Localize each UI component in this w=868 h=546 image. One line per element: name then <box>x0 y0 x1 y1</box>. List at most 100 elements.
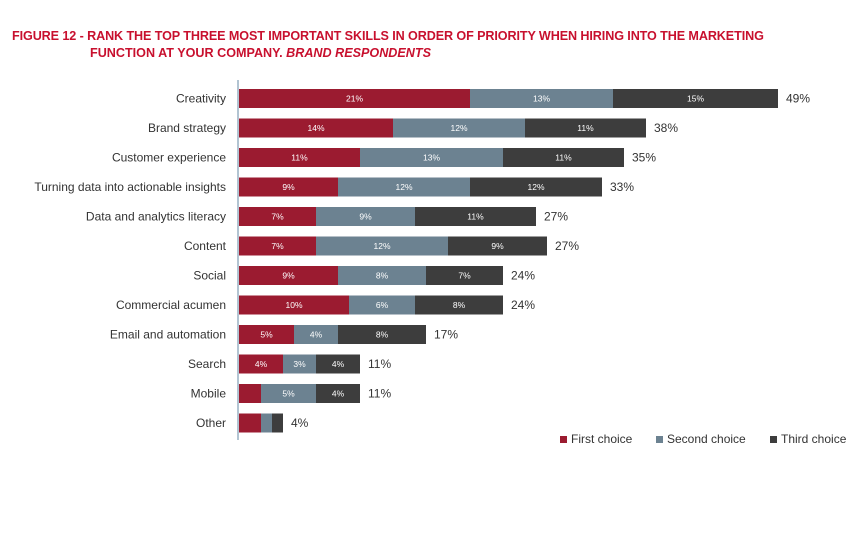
category-label: Commercial acumen <box>116 298 226 312</box>
bar-segment <box>316 354 360 374</box>
category-label: Other <box>196 416 226 430</box>
bar-segment <box>316 207 415 226</box>
bar-total-label: 27% <box>555 239 579 253</box>
bar-segment <box>338 325 426 344</box>
bar-segment-label: 6% <box>376 300 389 310</box>
bar-segment <box>239 177 338 197</box>
bar-segment-label: 13% <box>533 94 550 104</box>
legend-label: Second choice <box>667 432 746 446</box>
bar-segment <box>426 266 503 285</box>
bar-segment <box>415 207 536 226</box>
bar-segment-label: 12% <box>450 123 467 133</box>
legend-swatch <box>656 436 663 443</box>
bar-segment <box>239 236 316 256</box>
bar-total-label: 49% <box>786 92 810 106</box>
bar-segment-label: 11% <box>577 123 594 133</box>
bar-segment <box>316 384 360 403</box>
category-label: Search <box>188 357 226 371</box>
bar-segment-label: 8% <box>376 271 389 281</box>
bar-segment <box>393 118 525 138</box>
bar-segment-label: 9% <box>359 212 372 222</box>
legend-swatch <box>560 436 567 443</box>
bar-segment <box>470 89 613 108</box>
bar-segment-label: 13% <box>423 153 440 163</box>
bar-segment <box>283 354 316 374</box>
bar-segment-label: 4% <box>255 359 268 369</box>
bar-total-label: 11% <box>368 357 391 371</box>
bar-total-label: 24% <box>511 298 535 312</box>
bar-total-label: 35% <box>632 151 656 165</box>
category-label: Data and analytics literacy <box>86 210 226 224</box>
bar-segment <box>415 295 503 315</box>
bar-total-label: 38% <box>654 121 678 135</box>
category-label: Social <box>193 269 226 283</box>
bar-segment <box>239 354 283 374</box>
bar-segment-label: 10% <box>285 300 302 310</box>
category-label: Mobile <box>191 387 227 401</box>
bar-segment-label: 9% <box>282 182 295 192</box>
bar-segment <box>338 266 426 285</box>
bar-segment <box>503 148 624 167</box>
bar-total-label: 27% <box>544 210 568 224</box>
bar-segment-label: 21% <box>346 94 363 104</box>
bar-segment-label: 9% <box>491 241 504 251</box>
bar-segment-label: 3% <box>293 359 306 369</box>
bar-segment-label: 11% <box>291 153 308 163</box>
bar-segment-label: 11% <box>467 212 484 222</box>
bar-segment <box>294 325 338 344</box>
chart-title-line1: FIGURE 12 - RANK THE TOP THREE MOST IMPO… <box>12 29 764 43</box>
legend-swatch <box>770 436 777 443</box>
bar-total-label: 17% <box>434 328 458 342</box>
bar-total-label: 11% <box>368 387 391 401</box>
bar-segment <box>360 148 503 167</box>
bar-segment <box>470 177 602 197</box>
bar-segment-label: 7% <box>271 241 284 251</box>
bar-segment-label: 8% <box>453 300 466 310</box>
bar-segment <box>261 413 272 433</box>
chart-legend: First choice Second choice Third choice <box>560 432 847 446</box>
bar-segment <box>261 384 316 403</box>
category-label: Email and automation <box>110 328 226 342</box>
category-label: Content <box>184 239 227 253</box>
bar-segment-label: 5% <box>282 389 295 399</box>
bar-total-label: 33% <box>610 180 634 194</box>
category-label: Turning data into actionable insights <box>34 180 226 194</box>
chart-title-line2: FUNCTION AT YOUR COMPANY. BRAND RESPONDE… <box>12 45 862 62</box>
bar-segment <box>239 295 349 315</box>
bar-segment-label: 12% <box>373 241 390 251</box>
chart-subtitle: BRAND RESPONDENTS <box>286 46 431 60</box>
legend-label: Third choice <box>781 432 847 446</box>
bar-segment <box>613 89 778 108</box>
bar-segment <box>239 118 393 138</box>
bar-segment <box>239 384 261 403</box>
bar-segment <box>239 148 360 167</box>
bar-segment-label: 8% <box>376 330 389 340</box>
bar-total-label: 24% <box>511 269 535 283</box>
bars-layer: Creativity 21% 13% 15% 49% Brand strategy 14% 1… <box>34 89 810 433</box>
bar-segment-label: 4% <box>310 330 323 340</box>
bar-segment-label: 12% <box>395 182 412 192</box>
bar-segment <box>272 413 283 433</box>
bar-segment <box>239 89 470 108</box>
bar-segment-label: 5% <box>260 330 273 340</box>
category-label: Customer experience <box>112 151 226 165</box>
bar-segment <box>338 177 470 197</box>
category-label: Brand strategy <box>148 121 226 135</box>
category-label: Creativity <box>176 92 226 106</box>
bar-segment <box>239 413 261 433</box>
bar-segment-label: 4% <box>332 359 345 369</box>
chart-title-line2-text: FUNCTION AT YOUR COMPANY. <box>90 46 283 60</box>
bar-segment <box>448 236 547 256</box>
bar-segment-label: 4% <box>332 389 345 399</box>
bar-segment <box>239 207 316 226</box>
bar-segment <box>239 325 294 344</box>
bar-segment <box>349 295 415 315</box>
bar-segment-label: 7% <box>458 271 471 281</box>
bar-segment-label: 11% <box>555 153 572 163</box>
bar-segment <box>239 266 338 285</box>
bar-segment <box>316 236 448 256</box>
bar-segment-label: 9% <box>282 271 295 281</box>
legend-label: First choice <box>571 432 633 446</box>
bar-segment <box>525 118 646 138</box>
